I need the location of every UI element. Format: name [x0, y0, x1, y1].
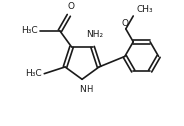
- Text: NH₂: NH₂: [86, 30, 103, 39]
- Text: O: O: [121, 19, 128, 28]
- Text: CH₃: CH₃: [136, 5, 153, 14]
- Text: H: H: [86, 85, 92, 94]
- Text: H₃C: H₃C: [25, 69, 41, 78]
- Text: H₃C: H₃C: [21, 26, 38, 35]
- Text: N: N: [79, 85, 85, 94]
- Text: O: O: [67, 2, 74, 11]
